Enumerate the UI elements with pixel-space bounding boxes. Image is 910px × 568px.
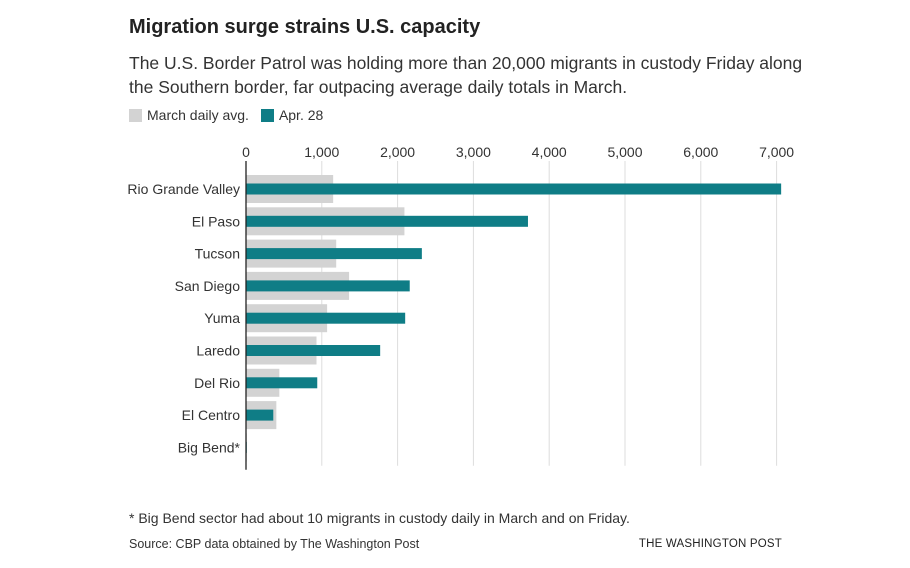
bar-chart: 0 1,000 2,000 3,000 4,000 5,000 6,000 7,000 Rio … <box>127 144 794 470</box>
chart-subtitle: The U.S. Border Patrol was holding more … <box>129 53 803 97</box>
x-tick-label: 5,000 <box>607 144 642 160</box>
bar-apr-28 <box>246 345 381 356</box>
legend-swatch-march <box>129 108 142 122</box>
source-note: Source: CBP data obtained by The Washing… <box>129 537 420 551</box>
x-tick-label: 6,000 <box>683 144 718 160</box>
credit: THE WASHINGTON POST <box>638 538 782 550</box>
legend-label-march: March daily avg. <box>147 107 249 123</box>
category-label: Big Bend* <box>178 439 241 455</box>
bar-apr-28 <box>246 280 410 292</box>
footnote: * Big Bend sector had about 10 migrants … <box>129 510 630 526</box>
legend-label-april: Apr. 28 <box>278 107 324 123</box>
category-label: Yuma <box>204 310 240 326</box>
bar-apr-28 <box>246 183 782 195</box>
legend-item-april: Apr. 28 <box>260 107 324 123</box>
bar-apr-28 <box>246 409 274 421</box>
x-tick-label: 1,000 <box>304 144 339 160</box>
legend-swatch-april <box>260 108 274 122</box>
category-label: El Paso <box>192 213 240 229</box>
x-tick-label: 3,000 <box>456 144 491 160</box>
category-label: Del Rio <box>194 375 240 391</box>
bar-apr-28 <box>246 312 406 324</box>
legend: March daily avg. Apr. 28 <box>129 107 335 123</box>
bar-apr-28 <box>246 248 422 260</box>
x-tick-label: 2,000 <box>380 144 415 160</box>
x-tick-label: 0 <box>242 144 250 160</box>
x-tick-label: 7,000 <box>759 144 794 160</box>
category-label: San Diego <box>175 278 241 294</box>
x-tick-label: 4,000 <box>532 144 567 160</box>
bar-apr-28 <box>246 215 528 227</box>
chart-title: Migration surge strains U.S. capacity <box>129 16 481 38</box>
category-label: Laredo <box>196 343 240 359</box>
category-label: Tucson <box>195 246 240 262</box>
bar-apr-28 <box>246 377 318 389</box>
category-label: El Centro <box>182 407 241 423</box>
legend-item-march: March daily avg. <box>129 107 249 123</box>
category-label: Rio Grande Valley <box>127 181 240 197</box>
